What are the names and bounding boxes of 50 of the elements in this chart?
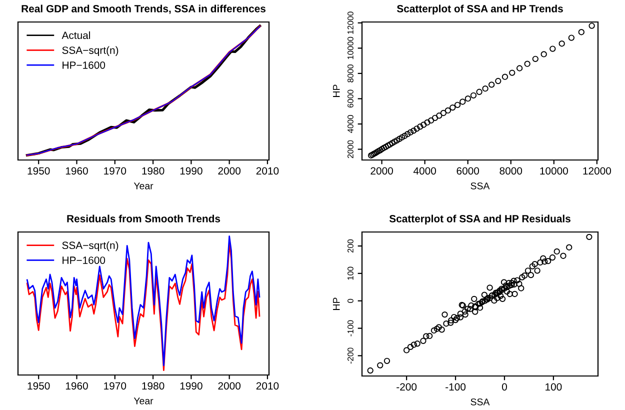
- x-tick-label: 2010: [256, 167, 279, 175]
- legend-label: HP−1600: [62, 256, 106, 264]
- x-tick-label: 4000: [413, 167, 436, 175]
- chart-title: Real GDP and Smooth Trends, SSA in differences: [22, 4, 266, 14]
- x-tick-label: 1950: [28, 382, 50, 390]
- x-tick-label: 12000: [583, 167, 611, 175]
- y-axis-title: HP: [333, 84, 340, 97]
- x-tick-label: 1990: [180, 167, 202, 175]
- y-tick-label: 12000: [348, 12, 354, 34]
- chart-title: Residuals from Smooth Trends: [67, 214, 220, 222]
- y-tick-label: 8000: [348, 64, 354, 82]
- y-tick-label: 6000: [348, 90, 354, 108]
- y-tick-label: 4000: [348, 115, 354, 134]
- chart-title: Scatterplot of SSA and HP Trends: [396, 4, 563, 14]
- x-tick-label: 8000: [500, 167, 522, 175]
- x-tick-label: 1980: [142, 167, 164, 175]
- x-tick-label: 1950: [28, 167, 50, 175]
- legend-label: HP−1600: [62, 61, 106, 69]
- x-tick-label: 6000: [456, 167, 480, 175]
- x-tick-label: 2000: [218, 167, 241, 175]
- y-tick-label: -100: [348, 320, 354, 336]
- x-tick-label: 0: [502, 383, 507, 391]
- x-axis-title: Year: [134, 398, 154, 404]
- x-axis-title: SSA: [470, 182, 490, 190]
- x-tick-label: 1970: [104, 382, 126, 390]
- x-axis-title: SSA: [470, 398, 490, 406]
- x-tick-label: -200: [396, 383, 417, 391]
- legend-label: SSA−sqrt(n): [62, 46, 118, 56]
- x-tick-label: 10000: [540, 167, 568, 175]
- y-axis-title: HP: [333, 298, 340, 310]
- x-tick-label: 2000: [218, 382, 241, 390]
- x-axis-title: Year: [134, 182, 154, 190]
- x-tick-label: 1960: [66, 382, 88, 390]
- y-tick-label: 200: [348, 239, 354, 253]
- y-tick-label: 0: [348, 298, 354, 303]
- x-tick-label: 1970: [104, 167, 126, 175]
- x-tick-label: 1960: [66, 167, 88, 175]
- y-tick-label: 10000: [348, 36, 354, 60]
- x-tick-label: -100: [446, 383, 466, 391]
- x-tick-label: 2000: [370, 167, 393, 175]
- x-tick-label: 2010: [256, 382, 279, 390]
- y-tick-label: -200: [348, 348, 354, 364]
- chart-title: Scatterplot of SSA and HP Residuals: [389, 214, 570, 224]
- x-tick-label: 100: [546, 383, 562, 391]
- y-tick-label: 100: [348, 266, 354, 280]
- x-tick-label: 1980: [142, 382, 164, 390]
- legend-label: Actual: [62, 31, 90, 40]
- y-tick-label: 2000: [348, 140, 354, 158]
- x-tick-label: 1990: [180, 382, 202, 390]
- legend-label: SSA−sqrt(n): [62, 241, 118, 252]
